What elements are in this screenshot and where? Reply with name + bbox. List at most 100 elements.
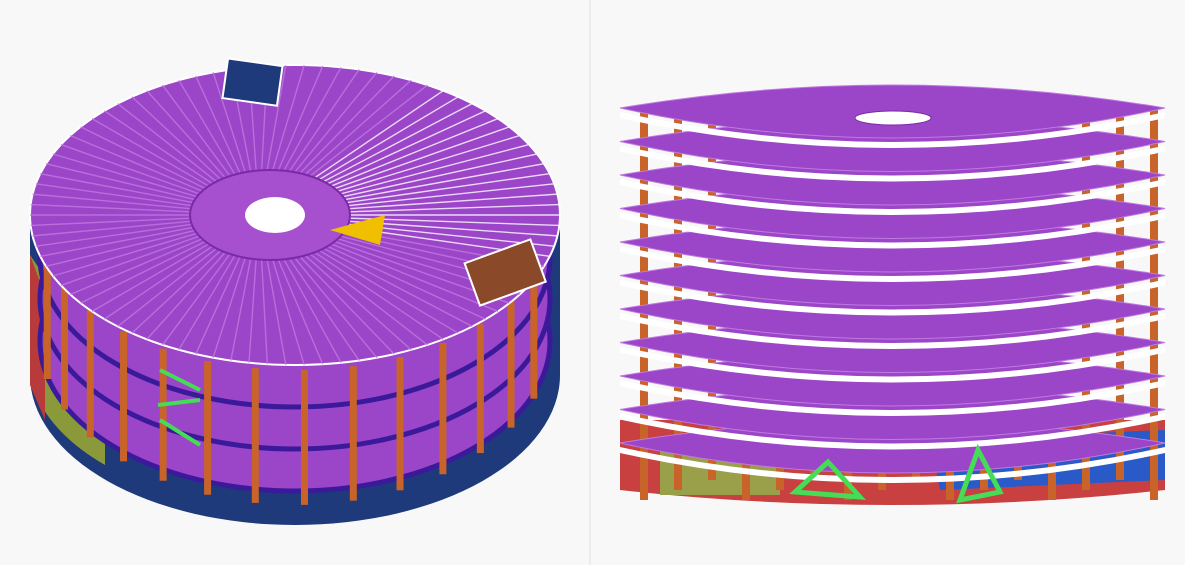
column [120, 331, 128, 462]
rafter [212, 257, 246, 358]
rafter [318, 249, 459, 334]
rafter [195, 75, 241, 174]
rafter [323, 247, 473, 328]
rafter [327, 245, 486, 320]
brace [789, 458, 867, 500]
column [251, 368, 259, 503]
rafter [131, 249, 222, 334]
stacked-floor-model [619, 84, 1166, 505]
column [159, 348, 167, 481]
rafter [342, 153, 538, 198]
rafter [349, 203, 560, 213]
slab-underside [620, 447, 1165, 483]
rafter [272, 259, 305, 366]
core-wedge [330, 215, 385, 245]
rafter [195, 256, 241, 355]
rafter [117, 247, 217, 328]
cylindrical-model [29, 57, 561, 525]
rafter [288, 258, 360, 361]
rafter [80, 126, 206, 190]
rafter [266, 259, 287, 366]
rafter [334, 126, 510, 190]
brace [956, 443, 1004, 504]
rafter [45, 163, 195, 201]
slab-underside [620, 413, 1165, 450]
rafter [103, 110, 213, 185]
slab-underside [620, 179, 1165, 215]
rafter [60, 235, 200, 287]
rafter [40, 226, 194, 258]
column [61, 285, 69, 410]
roof-opening [854, 110, 932, 126]
rafter [35, 183, 192, 207]
rafter [349, 193, 558, 210]
rafter [345, 163, 545, 201]
column [86, 310, 94, 438]
slab-underside [620, 112, 1165, 148]
rafter [45, 229, 195, 267]
rafter [283, 66, 342, 172]
rafter [340, 143, 530, 195]
roof-unit [221, 57, 284, 107]
rafter [277, 65, 324, 171]
rafter [323, 102, 473, 183]
rafter [212, 72, 246, 173]
rafter [304, 254, 412, 351]
column [1150, 110, 1158, 500]
rafter [52, 153, 198, 198]
rafter [283, 258, 342, 364]
rafter [314, 90, 444, 179]
rafter [91, 117, 210, 187]
rafter [60, 143, 200, 195]
rafter [32, 220, 191, 237]
rafter [266, 64, 287, 171]
rafter [178, 79, 236, 175]
column [476, 324, 484, 454]
rafter [337, 134, 520, 192]
rafter [309, 253, 428, 346]
rafter [230, 258, 252, 361]
rafter [248, 259, 257, 363]
column [1116, 110, 1124, 480]
slab-underside [620, 246, 1165, 282]
rafter [40, 172, 194, 204]
rafter [309, 84, 428, 177]
roof-unit [463, 238, 548, 307]
rafter [91, 243, 210, 313]
rafter [294, 71, 378, 173]
rafter [272, 64, 305, 171]
rafter [277, 259, 324, 365]
column [507, 301, 515, 428]
rafter [318, 96, 459, 181]
column [439, 342, 447, 475]
rafter [69, 238, 203, 296]
rafter [30, 217, 191, 227]
rafter [146, 251, 226, 340]
rafter [131, 96, 222, 181]
rafter [331, 243, 499, 313]
rafter [32, 193, 191, 210]
column [530, 276, 538, 399]
slab-underside [620, 212, 1165, 249]
rafter [69, 134, 203, 192]
rafter [30, 203, 191, 213]
rafter [117, 102, 217, 183]
column [43, 258, 51, 379]
rafter [299, 75, 395, 174]
slab-underside [620, 279, 1165, 316]
rafter [349, 217, 560, 227]
column [300, 369, 308, 505]
rafter [178, 255, 236, 351]
brace [157, 398, 201, 407]
rafter [299, 256, 395, 355]
column [349, 366, 357, 501]
slab-underside [620, 313, 1165, 349]
rafter [80, 240, 206, 304]
rafter [327, 110, 486, 185]
rafter [161, 84, 231, 177]
rafter [52, 232, 198, 277]
rafter [304, 79, 412, 176]
slab-underside [620, 145, 1165, 182]
column [204, 360, 212, 495]
